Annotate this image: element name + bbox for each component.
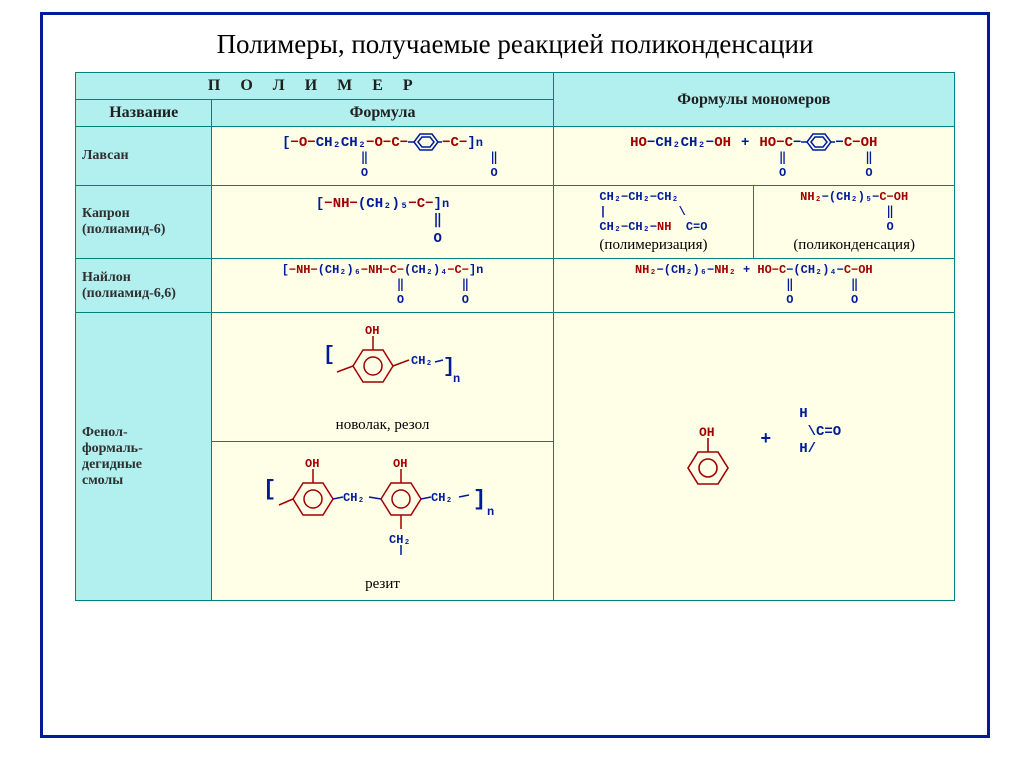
hdr-monomers: Формулы мономеров [553, 73, 954, 127]
phenol-icon: OH [666, 422, 736, 502]
page-title: Полимеры, получаемые реакцией поликонден… [43, 29, 987, 60]
benzene-icon [408, 131, 442, 153]
svg-text:CH₂: CH₂ [389, 533, 411, 547]
svg-text:[: [ [263, 477, 276, 502]
lavsan-formula: [−O−CH₂CH₂−O−C−−C−]n ‖ ‖ O O [212, 127, 553, 186]
phenol-formula-1: OH CH₂ [ ] n новолак, резол [212, 313, 553, 442]
lavsan-name: Лавсан [76, 127, 212, 186]
hdr-name: Название [76, 100, 212, 127]
polymer-table: П О Л И М Е Р Формулы мономеров Название… [75, 72, 955, 601]
row-kapron: Капрон (полиамид-6) [−NH−(CH₂)₅−C−]n ‖ O… [76, 186, 955, 259]
svg-text:CH₂: CH₂ [431, 491, 453, 505]
rezit-structure-icon: OH CH₂ OH CH₂ [233, 449, 533, 569]
svg-text:n: n [453, 372, 460, 386]
svg-text:OH: OH [365, 324, 379, 338]
svg-text:OH: OH [699, 425, 715, 440]
hdr-formula: Формула [212, 100, 553, 127]
page-root: Полимеры, получаемые реакцией поликонден… [0, 0, 1024, 768]
svg-text:OH: OH [305, 457, 319, 471]
svg-text:CH₂: CH₂ [343, 491, 365, 505]
kapron-name: Капрон (полиамид-6) [76, 186, 212, 259]
document-frame: Полимеры, получаемые реакцией поликонден… [40, 12, 990, 738]
phenol-formula-2: OH CH₂ OH CH₂ [212, 442, 553, 601]
svg-text:OH: OH [393, 457, 407, 471]
svg-text:CH₂: CH₂ [411, 354, 433, 368]
phenol-name: Фенол- формаль- дегидные смолы [76, 313, 212, 601]
benzene-icon [801, 131, 835, 153]
kapron-mono-b: NH₂−(CH₂)₅−C−OH ‖ O (поликонденсация) [754, 186, 955, 259]
phenol-monomers: OH + H \C=OH/ [553, 313, 954, 601]
row-nylon: Найлон (полиамид-6,6) [−NH−(CH₂)₆−NH−C−(… [76, 259, 955, 313]
lavsan-monomers: HO−CH₂CH₂−OH + HO−C−−C−OH ‖ ‖ O O [553, 127, 954, 186]
svg-text:[: [ [323, 344, 335, 367]
kapron-mono-a: CH₂−CH₂−CH₂ | \CH₂−CH₂−NH C=O (полимериз… [553, 186, 754, 259]
hdr-polymer: П О Л И М Е Р [76, 73, 554, 100]
svg-text:n: n [487, 505, 494, 519]
nylon-formula: [−NH−(CH₂)₆−NH−C−(CH₂)₄−C−]n ‖ ‖ O O [212, 259, 553, 313]
nylon-name: Найлон (полиамид-6,6) [76, 259, 212, 313]
kapron-formula: [−NH−(CH₂)₅−C−]n ‖ O [212, 186, 553, 259]
row-lavsan: Лавсан [−O−CH₂CH₂−O−C−−C−]n ‖ ‖ O O HO−C… [76, 127, 955, 186]
svg-text:]: ] [473, 487, 486, 512]
row-phenol-1: Фенол- формаль- дегидные смолы [76, 313, 955, 442]
nylon-monomers: NH₂−(CH₂)₆−NH₂ + HO−C−(CH₂)₄−C−OH ‖ ‖ O … [553, 259, 954, 313]
novolak-structure-icon: OH CH₂ [ ] n [293, 320, 473, 410]
header-row-1: П О Л И М Е Р Формулы мономеров [76, 73, 955, 100]
